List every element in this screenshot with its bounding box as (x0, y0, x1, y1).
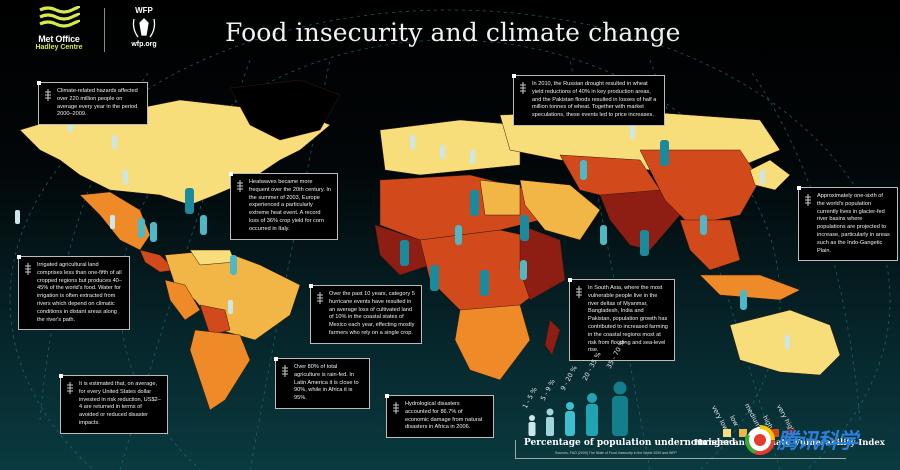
person-icon-35-70 (612, 381, 628, 436)
callout-south-asia: In South Asia, where the most vulnerable… (568, 278, 675, 362)
callout-text: Climate-related hazards affected over 22… (57, 88, 138, 118)
person-icon-1-5 (528, 415, 536, 436)
callout-dot (797, 186, 801, 190)
logo-area: Met Office Hadley Centre WFP wfp.org (30, 6, 167, 52)
wheat-icon (393, 402, 399, 414)
callout-text: Irrigated agricultural land comprises le… (37, 262, 122, 323)
callout-text: In South Asia, where the most vulnerable… (588, 285, 668, 354)
region-central-america (139, 249, 176, 273)
region-indonesia (699, 274, 801, 301)
callout-dot (229, 172, 233, 176)
population-legend-figures (528, 381, 628, 436)
met-office-logo: Met Office Hadley Centre (30, 6, 88, 51)
callout-text: Over the past 10 years, category 5 hurri… (329, 291, 415, 336)
wfp-emblem-icon (132, 18, 156, 38)
callout-hydrological: Hydrological disasters accounted for 86.… (385, 394, 494, 439)
callout-dot (512, 74, 516, 78)
callout-text: Hydrological disasters accounted for 86.… (405, 401, 483, 431)
wheat-icon (25, 263, 31, 275)
hci-swatch-very-low (723, 429, 731, 437)
region-southeast-asia (679, 219, 741, 271)
callout-heatwaves: Heatwaves became more frequent over the … (229, 172, 338, 240)
watermark: 腾讯科学 (745, 425, 858, 455)
callout-hazards: Climate-related hazards affected over 22… (37, 81, 148, 126)
callout-dot (274, 357, 278, 361)
callout-rainfed: Over 80% of total agriculture is rain-fe… (274, 357, 370, 409)
callout-dot (59, 374, 63, 378)
callout-text: Over 80% of total agriculture is rain-fe… (294, 364, 359, 402)
person-icon-9-20 (565, 402, 575, 436)
wheat-icon (805, 194, 811, 206)
region-southern-africa (454, 304, 531, 381)
callout-dot (17, 255, 21, 259)
region-peru (164, 279, 201, 321)
met-office-sub: Hadley Centre (35, 44, 83, 51)
wheat-icon (520, 82, 526, 94)
region-europe (379, 119, 521, 176)
callout-dot (385, 394, 389, 398)
met-office-name: Met Office (38, 34, 80, 44)
wfp-name: WFP (135, 6, 153, 15)
region-korea-japan (749, 159, 791, 191)
page-title: Food insecurity and climate change (225, 18, 681, 47)
met-office-waves-icon (39, 6, 80, 28)
callout-dot (309, 284, 313, 288)
region-bolivia (199, 304, 231, 336)
hci-swatch-low (739, 429, 747, 437)
region-east-africa (519, 224, 566, 301)
population-legend-bracket (515, 440, 516, 458)
callout-russia: In 2010, the Russian drought resulted in… (512, 74, 665, 126)
wheat-icon (237, 180, 243, 192)
wfp-url: wfp.org (131, 41, 157, 48)
callout-dollar: It is estimated that, on average, for ev… (59, 374, 168, 434)
wheat-icon (67, 382, 73, 394)
region-greenland (229, 79, 341, 141)
wheat-icon (317, 292, 323, 304)
callout-irrigation: Irrigated agricultural land comprises le… (17, 255, 130, 331)
callout-hurricane: Over the past 10 years, category 5 hurri… (309, 284, 422, 344)
wheat-icon (576, 286, 582, 298)
callout-dot (568, 278, 572, 282)
wheat-icon (282, 365, 288, 377)
callout-text: Heatwaves became more frequent over the … (249, 179, 331, 232)
callout-text: In 2010, the Russian drought resulted in… (532, 81, 657, 119)
person-icon-5-9 (546, 408, 554, 436)
population-legend-source: Sources: FAO (2009) The State of Food In… (555, 451, 677, 455)
region-madagascar (544, 319, 561, 356)
wheat-icon (45, 89, 51, 101)
hci-legend-rule (690, 458, 846, 459)
wfp-logo: WFP wfp.org (121, 6, 167, 48)
region-south-america-south (189, 329, 251, 411)
hci-legend-title: Hunger and Climate Vulnerability Index (694, 438, 885, 448)
hci-swatch-high (771, 429, 779, 437)
callout-dot (37, 81, 41, 85)
population-legend: 1 - 5 % 5 - 9 % 9 - 20 % 20 - 35 % 35 - … (520, 339, 690, 460)
region-china (639, 149, 761, 226)
logo-divider (104, 8, 105, 52)
region-egypt (479, 179, 521, 216)
region-middle-east (519, 179, 601, 241)
tencent-logo-icon (745, 425, 775, 455)
callout-text: It is estimated that, on average, for ev… (79, 381, 161, 426)
watermark-text: 腾讯科学 (777, 429, 858, 453)
callout-glacier: Approximately one-sixth of the world's p… (797, 186, 898, 262)
hci-swatch-very-high (787, 429, 795, 437)
population-legend-title: Percentage of population undernourished (524, 438, 736, 448)
population-legend-rule (515, 458, 695, 459)
people-markers (15, 118, 790, 349)
person-icon-20-35 (586, 393, 598, 436)
callout-text: Approximately one-sixth of the world's p… (817, 193, 890, 254)
